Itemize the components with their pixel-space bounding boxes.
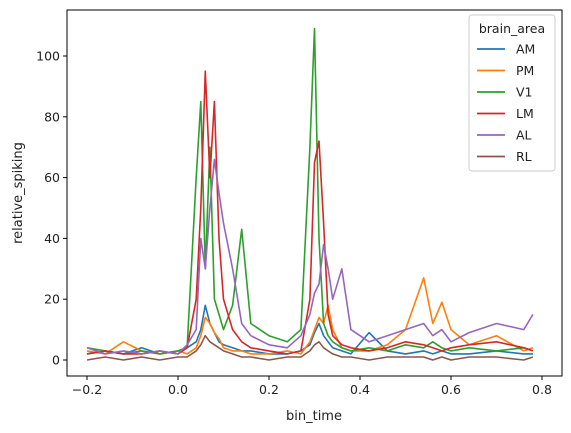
- y-tick-label: 100: [36, 49, 60, 64]
- y-tick-label: 20: [44, 292, 60, 307]
- x-tick-label: 0.4: [350, 382, 370, 397]
- y-axis: 0 20 40 60 80 100: [36, 49, 67, 368]
- series-line-rl: [86, 334, 534, 361]
- x-axis-label: bin_time: [286, 409, 342, 424]
- y-tick-label: 60: [44, 170, 60, 185]
- legend-label-rl: RL: [516, 149, 532, 164]
- legend-label-pm: PM: [516, 63, 534, 78]
- x-tick-label: 0.6: [441, 382, 461, 397]
- legend: brain_area AM PM V1 LM AL RL: [468, 14, 556, 172]
- series-line-al: [86, 158, 534, 355]
- legend-box: [468, 14, 556, 172]
- legend-label-al: AL: [516, 128, 532, 143]
- x-tick-label: 0.8: [532, 382, 552, 397]
- series-line-lm: [86, 70, 534, 355]
- legend-title: brain_area: [479, 21, 545, 36]
- x-tick-label: 0.2: [259, 382, 279, 397]
- y-tick-label: 40: [44, 231, 60, 246]
- series-line-v1: [86, 27, 534, 355]
- legend-label-am: AM: [516, 42, 535, 57]
- x-tick-label: 0.0: [168, 382, 188, 397]
- legend-label-lm: LM: [516, 106, 534, 121]
- plot-frame: [66, 9, 563, 377]
- y-tick-label: 0: [52, 353, 60, 368]
- legend-label-v1: V1: [516, 85, 533, 100]
- series-layer: [86, 27, 534, 361]
- x-tick-label: −0.2: [72, 382, 102, 397]
- series-line-pm: [86, 277, 534, 355]
- y-axis-label: relative_spiking: [11, 142, 26, 244]
- y-tick-label: 80: [44, 109, 60, 124]
- x-axis: −0.2 0.0 0.2 0.4 0.6 0.8: [72, 376, 552, 397]
